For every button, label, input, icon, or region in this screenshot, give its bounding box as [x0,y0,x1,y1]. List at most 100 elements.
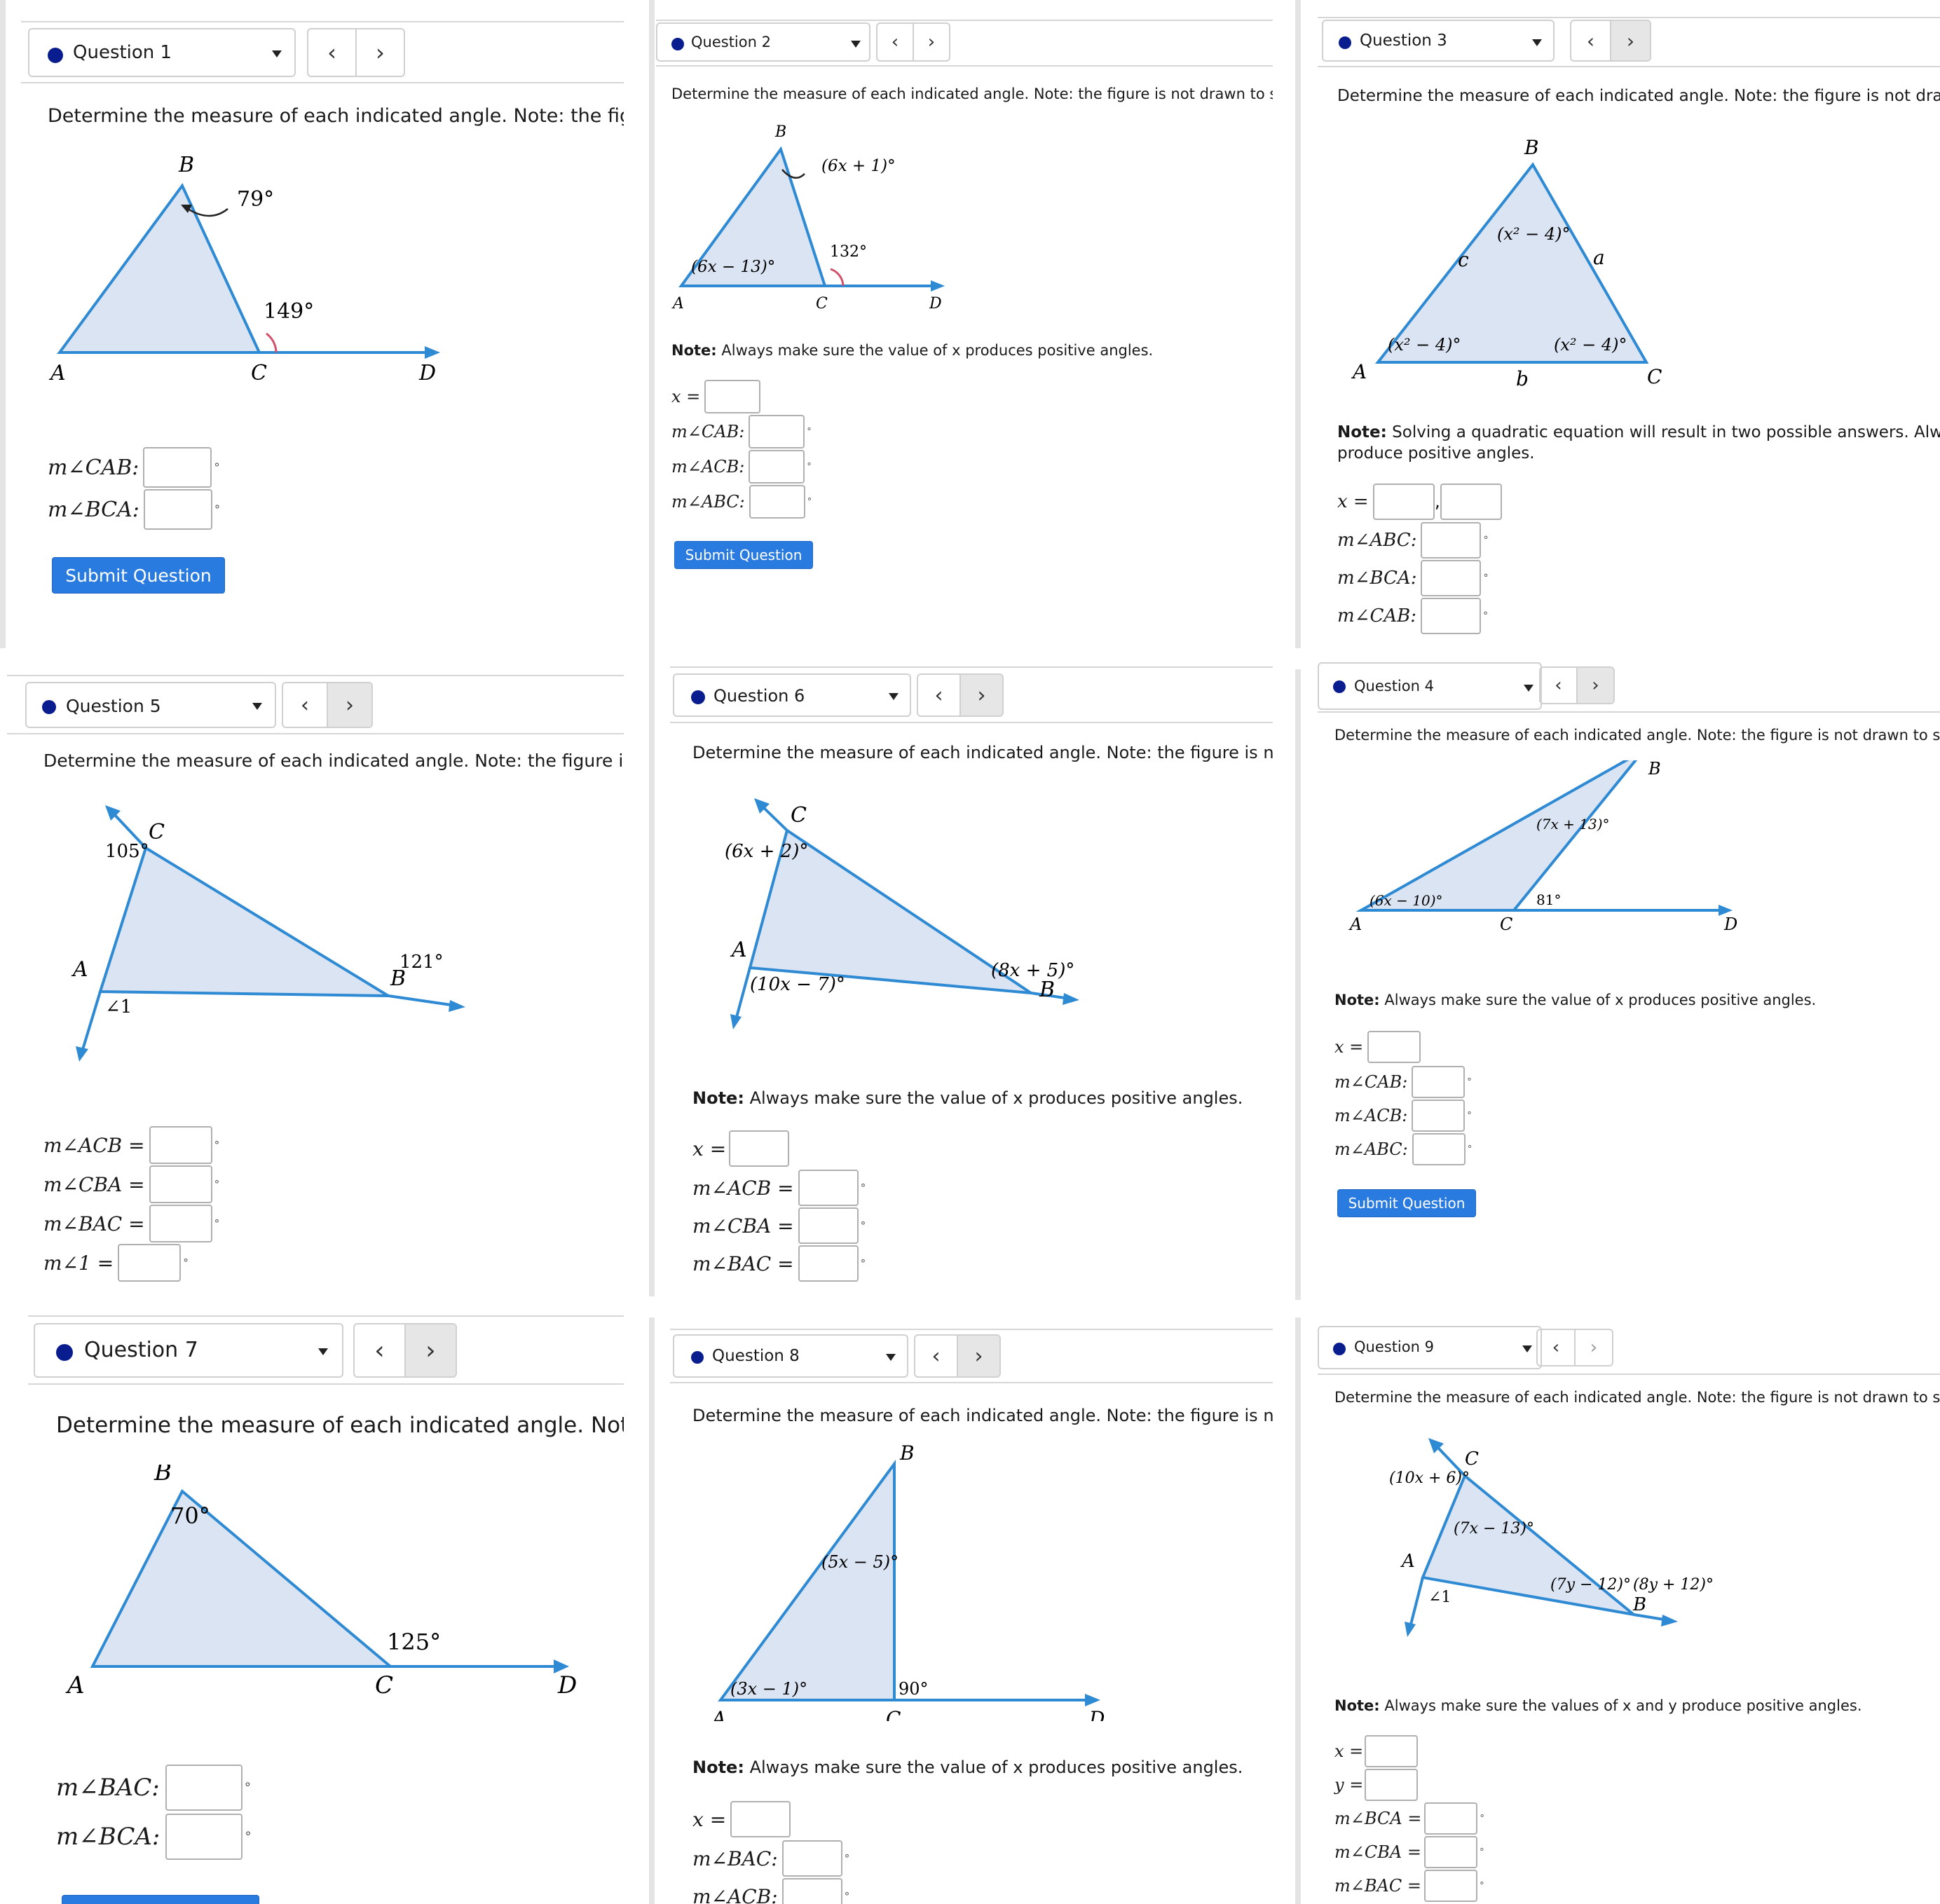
status-dot-icon [42,700,56,714]
ray-ac-extended [1435,1445,1466,1477]
next-question-button[interactable]: › [327,683,371,727]
question-title: Question 3 [1360,32,1447,50]
prev-question-button[interactable]: ‹ [1555,675,1562,696]
x-input[interactable] [1367,1031,1421,1063]
angle-input[interactable] [798,1170,859,1206]
next-question-button[interactable]: › [1574,1330,1612,1365]
note-body: Always make sure the value of x produces… [749,1758,1243,1777]
question-selector[interactable]: Question 4 [1318,662,1542,710]
question-selector[interactable]: Question 9 [1318,1326,1542,1369]
angle-input[interactable] [165,1765,242,1811]
vertex-label-b: B [390,966,406,991]
y-input[interactable] [1365,1769,1419,1801]
arrowhead-icon [931,280,945,292]
x-input[interactable] [1365,1735,1419,1767]
triangle-shape [678,146,827,287]
submit-question-button[interactable] [62,1895,259,1904]
field-label: m∠CBA = [692,1214,794,1238]
prev-question-button[interactable]: ‹ [931,1343,941,1369]
angle-input[interactable] [798,1245,859,1282]
angle-input[interactable] [149,1165,212,1203]
ray-ca-extended [735,967,751,1020]
question-selector[interactable]: Question 1 [28,28,296,77]
angle-input[interactable] [149,1205,212,1242]
angle-input[interactable] [1420,598,1481,634]
triangle-figure: B A C D 79° 149° [48,153,440,385]
angle-input[interactable] [1412,1100,1466,1132]
question-selector[interactable]: Question 2 [656,22,870,62]
angle-input[interactable] [749,450,805,484]
angle-input[interactable] [749,485,805,519]
prev-question-button[interactable]: ‹ [1552,1337,1560,1358]
x-answer-row: x = [692,1801,791,1837]
question-nav: ‹ › [1539,666,1615,704]
angle-input[interactable] [1424,1802,1478,1835]
ray-ab-extended [1030,992,1070,1000]
prev-question-button[interactable]: ‹ [934,683,943,708]
submit-question-button[interactable]: Submit Question [52,557,225,594]
note-label: Note: [671,342,717,359]
next-question-button[interactable]: › [355,29,404,76]
arrowhead-icon [105,805,121,821]
angle-input[interactable] [749,415,805,448]
angle-input[interactable] [1412,1133,1466,1165]
angle-input[interactable] [798,1207,859,1244]
submit-question-button[interactable]: Submit Question [674,541,813,569]
angle-input[interactable] [165,1814,243,1860]
answer-row: m∠ACB = ° [692,1170,866,1206]
angle-input[interactable] [1423,1870,1477,1902]
angle-input[interactable] [1412,1066,1466,1098]
x-input[interactable] [729,1130,790,1167]
prev-question-button[interactable]: ‹ [891,32,899,53]
chevron-down-icon [886,1354,896,1361]
submit-question-button[interactable]: Submit Question [1337,1189,1476,1217]
next-question-button[interactable]: › [1610,21,1650,60]
x-input[interactable] [704,380,761,413]
triangle-shape [1421,1473,1639,1617]
angle-label-b: (7x + 13)° [1536,816,1610,833]
comma-separator: , [1434,491,1440,512]
prev-question-button[interactable]: ‹ [1586,29,1595,53]
x-input[interactable] [730,1801,791,1837]
degree-symbol: ° [807,426,812,437]
question-selector[interactable]: Question 6 [673,673,911,717]
field-label: m∠ACB = [692,1176,794,1200]
question-selector[interactable]: Question 7 [34,1323,343,1378]
x-label: x = [692,1137,727,1160]
angle-input[interactable] [781,1840,842,1877]
prev-question-button[interactable]: ‹ [374,1336,385,1365]
header-divider [1318,1374,1940,1375]
triangle-figure: B A C D 70° 125° [65,1465,577,1696]
triangle-shape [90,1488,395,1668]
angle-input[interactable] [118,1244,182,1282]
field-label: m∠BAC: [56,1774,160,1802]
angle-input[interactable] [1423,1836,1477,1868]
angle-input[interactable] [1421,560,1482,596]
angle-label-a: (6x − 10)° [1369,892,1443,909]
next-question-button[interactable]: › [913,24,949,60]
question-title: Question 5 [66,696,161,716]
triangle-shape [57,183,262,354]
next-question-button[interactable]: › [1576,668,1613,703]
question-selector[interactable]: Question 5 [25,682,276,728]
top-divider [7,675,624,676]
angle-input[interactable] [143,489,212,530]
angle-input[interactable] [1421,522,1482,559]
next-question-button[interactable]: › [957,1336,999,1376]
prev-question-button[interactable]: ‹ [327,39,336,66]
next-question-button[interactable]: › [404,1324,456,1376]
vertex-label-d: D [1723,915,1737,934]
question-selector[interactable]: Question 8 [673,1334,908,1378]
x-input-second[interactable] [1440,484,1502,520]
prev-question-button[interactable]: ‹ [301,692,309,718]
angle-input[interactable] [143,447,212,488]
triangle-figure: B A C D (5x − 5)° (3x − 1)° 90° [710,1441,1105,1721]
vertex-label-b: B [774,123,786,141]
next-question-button[interactable]: › [959,675,1002,715]
angle-input[interactable] [149,1126,212,1164]
question-selector[interactable]: Question 3 [1322,20,1555,62]
angle-input[interactable] [781,1878,842,1904]
note-body: Always make sure the values of x and y p… [1384,1697,1862,1714]
x-input-first[interactable] [1372,484,1435,520]
field-label: m∠BCA: [56,1823,160,1851]
